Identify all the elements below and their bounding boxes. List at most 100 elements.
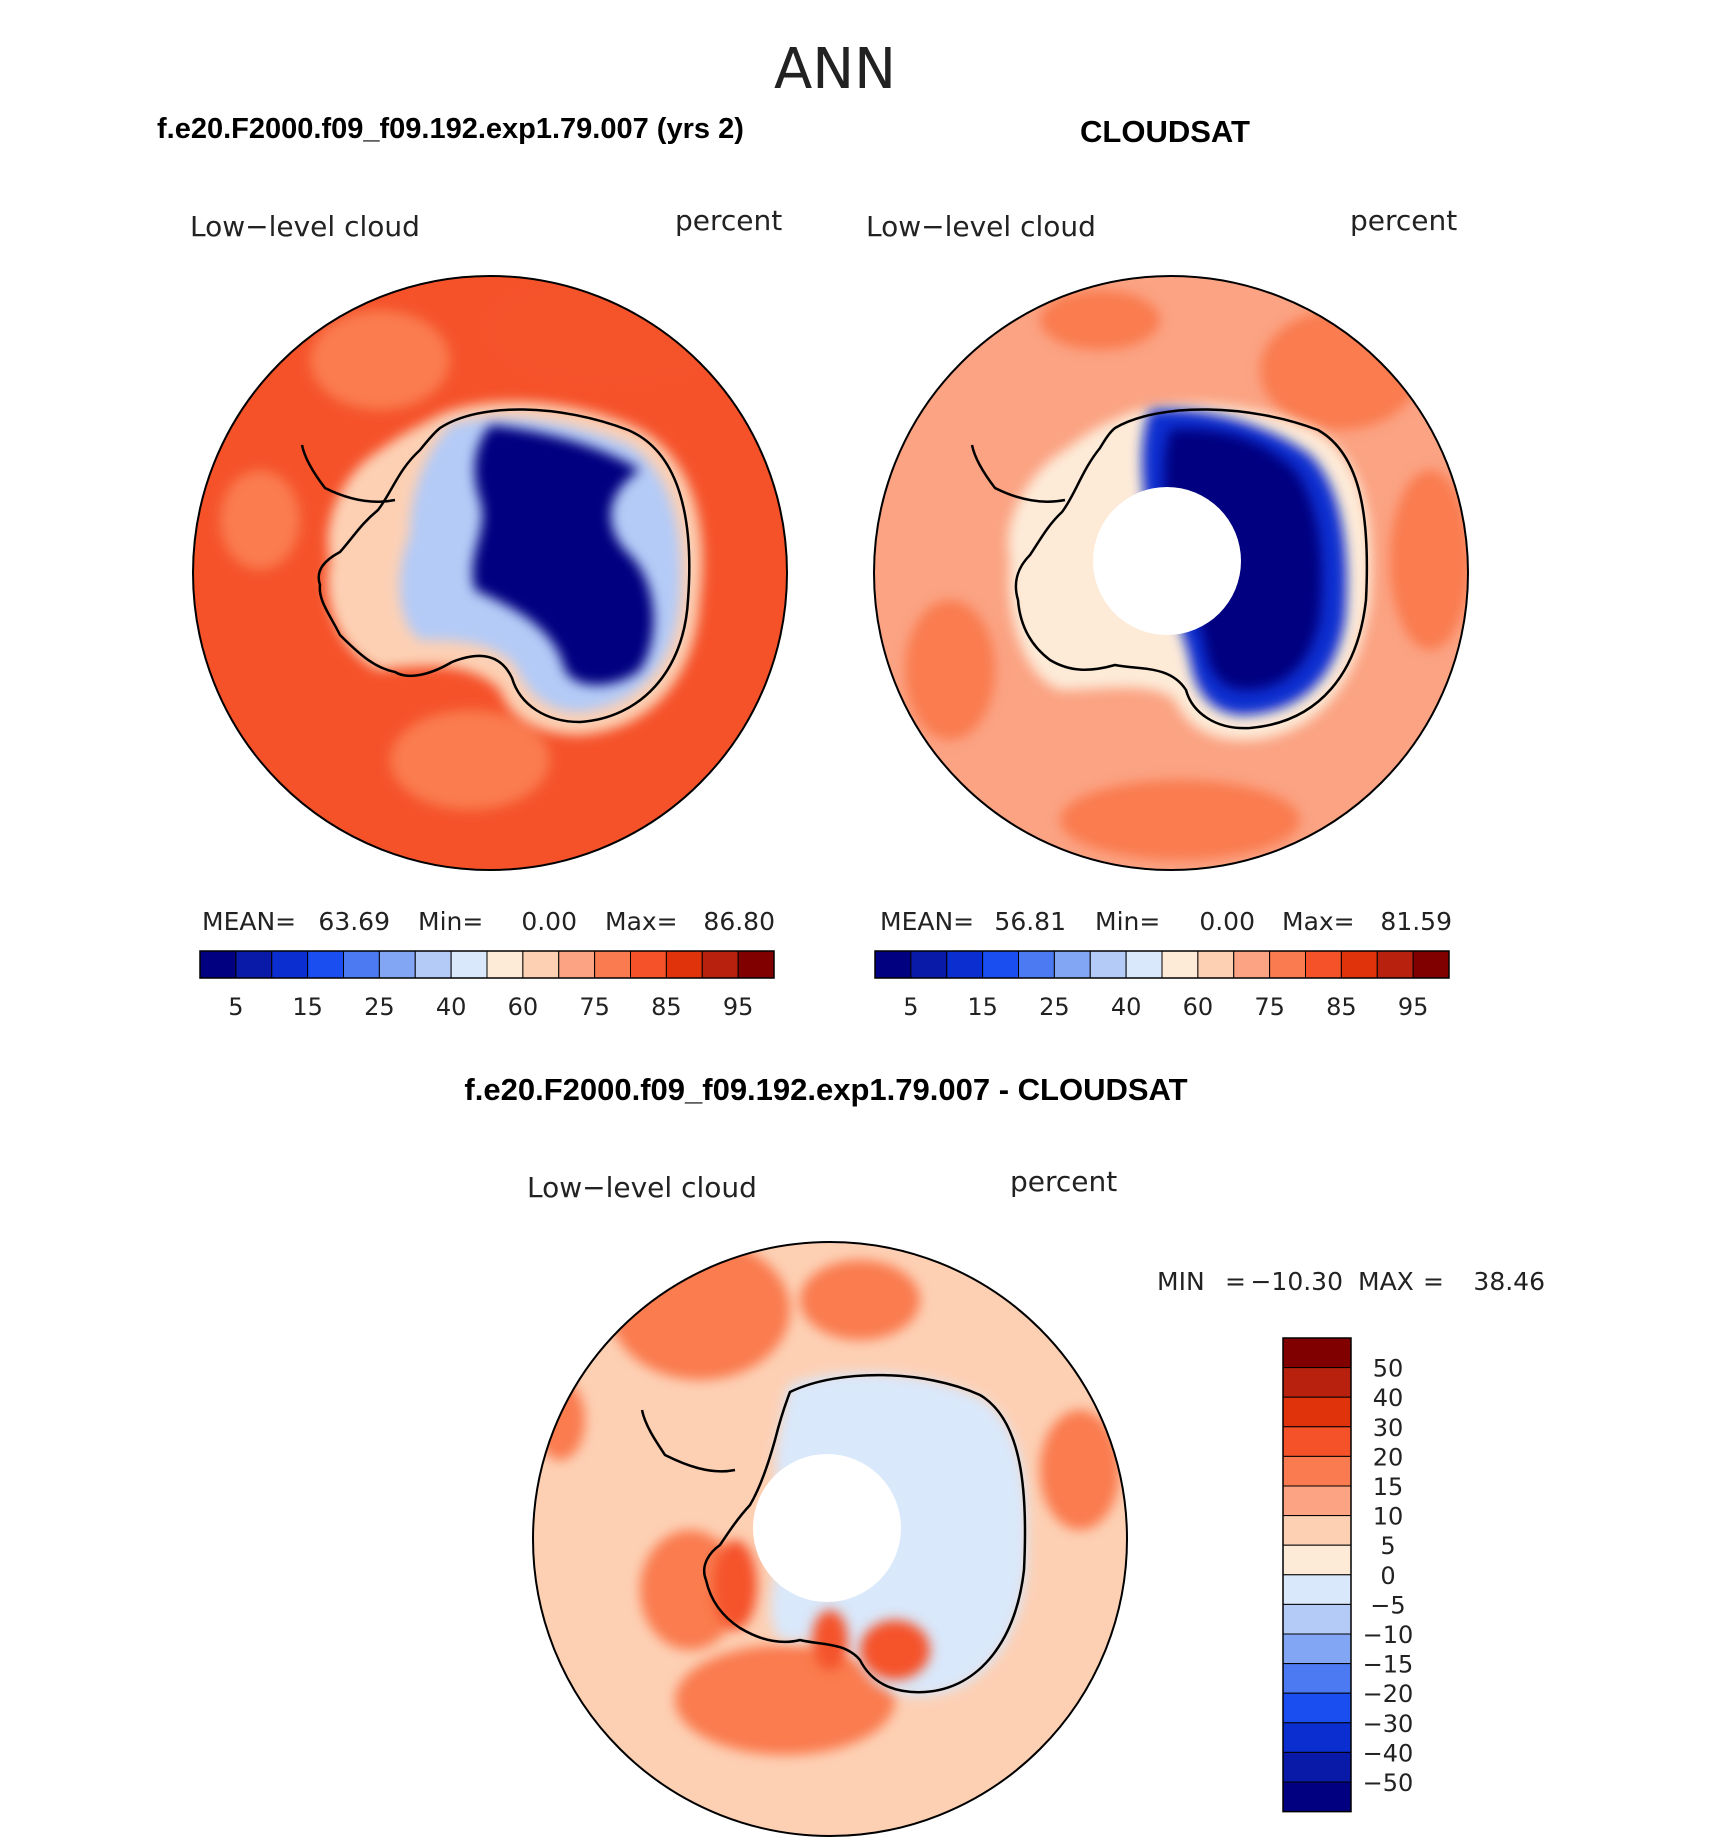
colorbar-tick-label: 75 bbox=[579, 993, 610, 1021]
colorbar-swatch bbox=[1053, 950, 1091, 979]
map-boundary bbox=[532, 1241, 1128, 1837]
colorbar-tick-label: 50 bbox=[1373, 1355, 1404, 1383]
colorbar-swatch bbox=[558, 950, 596, 979]
colorbar-swatch bbox=[378, 950, 416, 979]
colorbar-swatch bbox=[874, 950, 912, 979]
map-boundary bbox=[192, 275, 788, 871]
ocean-patch bbox=[480, 276, 740, 390]
panel-obs: CLOUDSAT Low−level cloud percent MEAN= 5… bbox=[866, 114, 1469, 1021]
panel-diff: f.e20.F2000.f09_f09.192.exp1.79.007 - CL… bbox=[464, 1072, 1545, 1837]
colorbar-swatch bbox=[1161, 950, 1199, 979]
ocean-patch bbox=[800, 1260, 920, 1340]
colorbar-swatch bbox=[414, 950, 452, 979]
colorbar-swatch bbox=[1282, 1367, 1352, 1398]
colorbar-swatch bbox=[486, 950, 524, 979]
colorbar-tick-label: 95 bbox=[723, 993, 754, 1021]
positive-anomaly-patches bbox=[713, 1540, 930, 1680]
mean-value: 56.81 bbox=[994, 907, 1066, 936]
equals-sign: = bbox=[1423, 1267, 1444, 1296]
colorbar-swatch bbox=[522, 950, 560, 979]
colorbar-tick-label: 60 bbox=[508, 993, 539, 1021]
max-label: MAX bbox=[1358, 1267, 1414, 1296]
colorbar-tick-label: −15 bbox=[1363, 1651, 1414, 1679]
colorbar-tick-label: 25 bbox=[1039, 993, 1070, 1021]
ocean-patch bbox=[390, 710, 550, 810]
missing-pole-hole bbox=[1093, 487, 1241, 635]
colorbar-swatch bbox=[1305, 950, 1342, 979]
colorbar-swatch bbox=[1376, 950, 1414, 979]
ocean-patch bbox=[1060, 780, 1300, 860]
panel-title: CLOUDSAT bbox=[1080, 114, 1250, 149]
anomaly-patch bbox=[713, 1540, 757, 1630]
ocean-patch bbox=[610, 1242, 790, 1380]
max-value: 38.46 bbox=[1473, 1267, 1545, 1296]
colorbar-swatch bbox=[1340, 950, 1378, 979]
colorbar-tick-label: 15 bbox=[292, 993, 323, 1021]
colorbar-swatch bbox=[1282, 1633, 1352, 1665]
colorbar-tick-label: −5 bbox=[1370, 1591, 1405, 1619]
colorbar-tick-label: −30 bbox=[1363, 1710, 1414, 1738]
colorbar-swatch bbox=[1018, 950, 1055, 979]
stats-line: MIN = −10.30 MAX = 38.46 bbox=[1157, 1267, 1545, 1296]
colorbar-swatch bbox=[1282, 1544, 1352, 1576]
mean-label: MEAN= bbox=[880, 907, 974, 936]
colorbar-swatch bbox=[235, 950, 273, 979]
colorbar-tick-label: 0 bbox=[1380, 1562, 1395, 1590]
polar-map bbox=[193, 276, 787, 870]
colorbar-tick-label: 60 bbox=[1183, 993, 1214, 1021]
colorbar-tick-label: −10 bbox=[1363, 1621, 1414, 1649]
stats-line: MEAN= 63.69 Min= 0.00 Max= 86.80 bbox=[202, 907, 775, 936]
missing-pole-hole bbox=[753, 1454, 901, 1602]
colorbar-swatch bbox=[946, 950, 984, 979]
colorbar-horizontal: 5 15 25 40 60 75 85 95 bbox=[874, 950, 1450, 1021]
anomaly-patch bbox=[860, 1620, 930, 1680]
ocean-patch bbox=[1040, 290, 1160, 350]
colorbar-tick-label: −20 bbox=[1363, 1680, 1414, 1708]
variable-label: Low−level cloud bbox=[527, 1171, 757, 1204]
colorbar-swatch bbox=[1282, 1515, 1352, 1546]
colorbar-tick-label: 10 bbox=[1373, 1503, 1404, 1531]
colorbar-horizontal: 5 15 25 40 60 75 85 95 bbox=[199, 950, 775, 1021]
colorbar-swatch bbox=[1282, 1485, 1352, 1517]
colorbar-frame bbox=[1282, 1337, 1352, 1813]
colorbar-tick-label: 85 bbox=[651, 993, 682, 1021]
colorbar-tick-label: 30 bbox=[1373, 1414, 1404, 1442]
colorbar-swatch bbox=[910, 950, 948, 979]
colorbar-swatch bbox=[1282, 1396, 1352, 1428]
colorbar-swatch bbox=[1282, 1426, 1352, 1457]
colorbar-tick-label: −50 bbox=[1363, 1769, 1414, 1797]
min-label: Min= bbox=[1095, 907, 1160, 936]
colorbar-swatch bbox=[1269, 950, 1306, 979]
max-value: 81.59 bbox=[1380, 907, 1452, 936]
colorbar-tick-label: 15 bbox=[1373, 1473, 1404, 1501]
panel-title: f.e20.F2000.f09_f09.192.exp1.79.007 (yrs… bbox=[157, 113, 744, 145]
ocean-patch bbox=[1040, 1410, 1120, 1530]
min-label: MIN bbox=[1157, 1267, 1205, 1296]
colorbar-swatch bbox=[343, 950, 380, 979]
colorbar-tick-label: 40 bbox=[1111, 993, 1142, 1021]
colorbar-tick-label: 95 bbox=[1398, 993, 1429, 1021]
colorbar-swatch bbox=[630, 950, 667, 979]
units-label: percent bbox=[1010, 1165, 1117, 1198]
colorbar-swatch bbox=[982, 950, 1019, 979]
colorbar-swatch bbox=[1233, 950, 1271, 979]
colorbar-swatch bbox=[1282, 1574, 1352, 1605]
units-label: percent bbox=[675, 204, 782, 237]
continent-interior-field bbox=[472, 425, 654, 685]
panel-title: f.e20.F2000.f09_f09.192.exp1.79.007 - CL… bbox=[464, 1072, 1187, 1107]
max-value: 86.80 bbox=[703, 907, 775, 936]
coastline-peninsula bbox=[640, 1409, 736, 1473]
colorbar-tick-label: 85 bbox=[1326, 993, 1357, 1021]
colorbar-swatch bbox=[1282, 1692, 1352, 1724]
colorbar-tick-label: 5 bbox=[903, 993, 918, 1021]
colorbar-tick-label: 20 bbox=[1373, 1443, 1404, 1471]
polar-map bbox=[533, 1242, 1127, 1836]
colorbar-tick-label: 15 bbox=[967, 993, 998, 1021]
stats-line: MEAN= 56.81 Min= 0.00 Max= 81.59 bbox=[880, 907, 1452, 936]
colorbar-swatch bbox=[1282, 1603, 1352, 1635]
ocean-patch bbox=[905, 600, 995, 740]
colorbar-swatch bbox=[1282, 1337, 1352, 1369]
colorbar-frame bbox=[199, 950, 775, 979]
